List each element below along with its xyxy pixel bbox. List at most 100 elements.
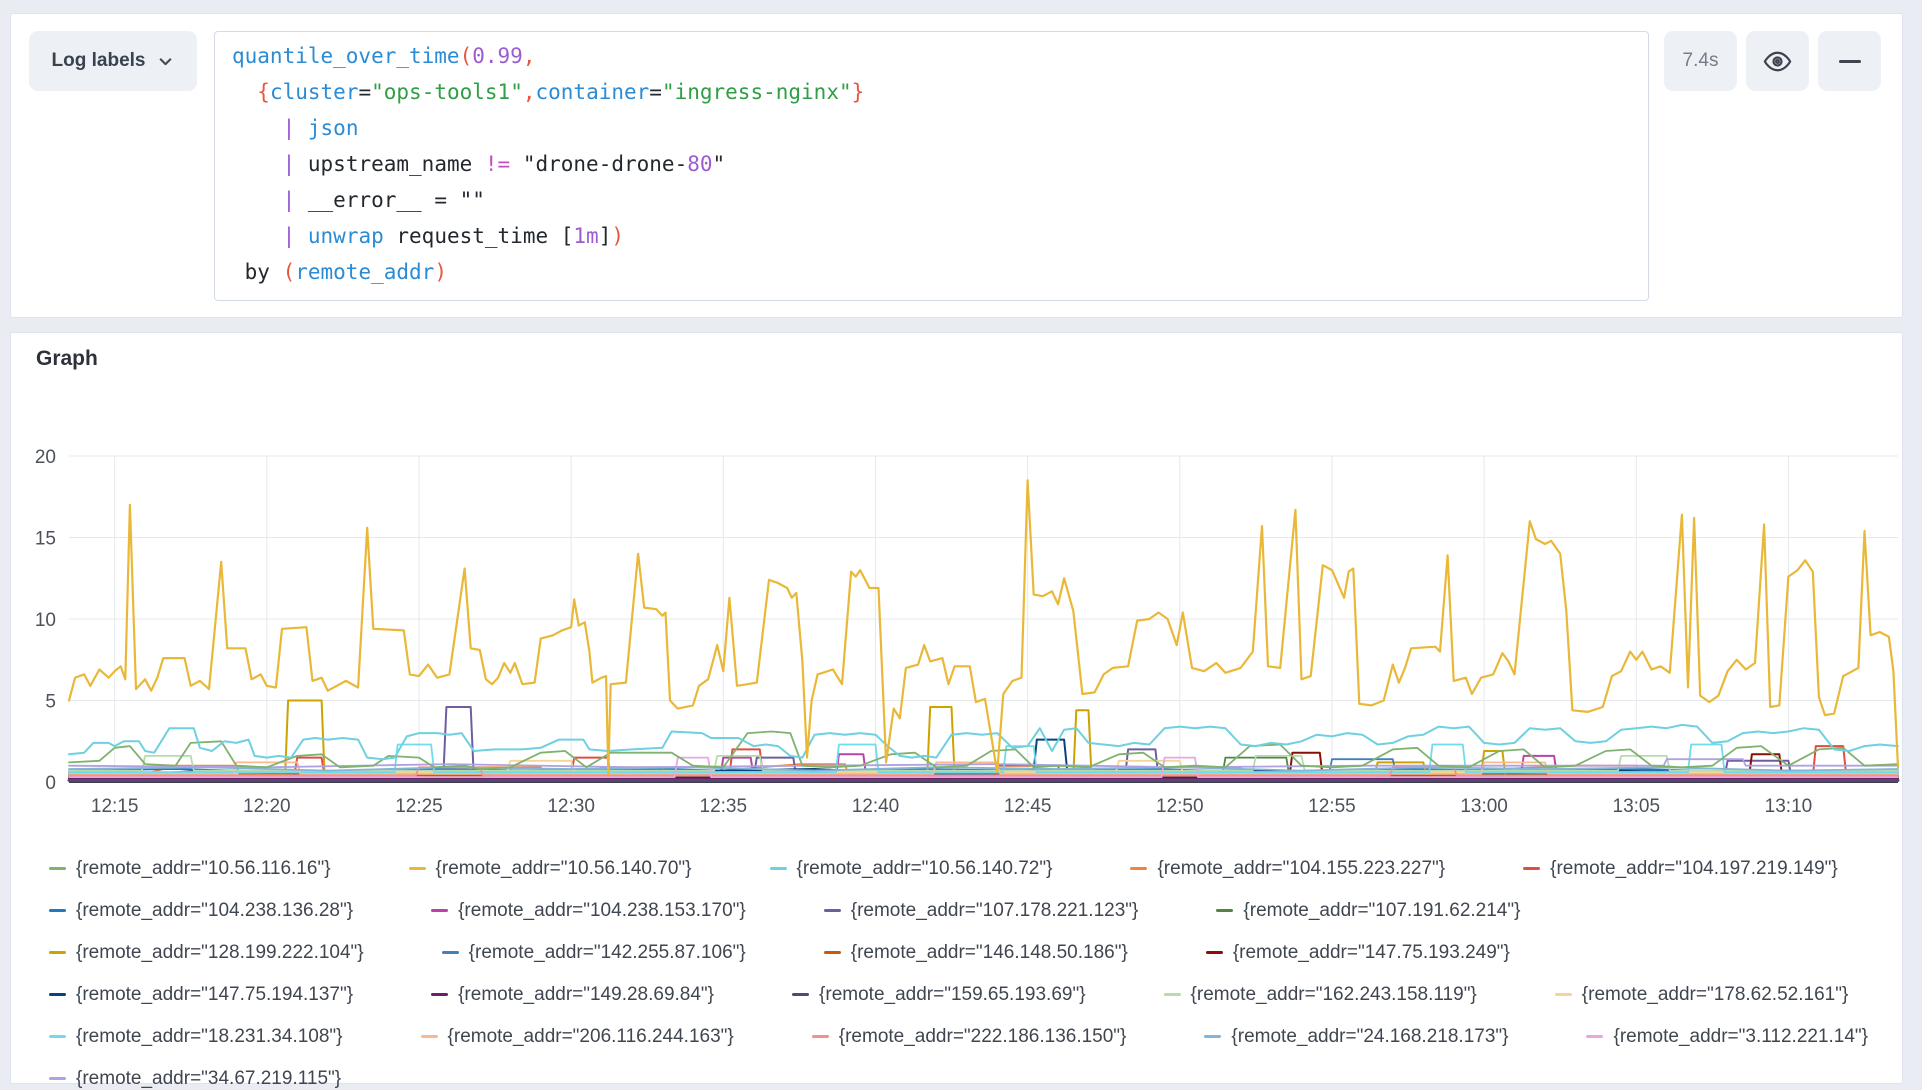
legend-series-label: {remote_addr="206.116.244.163"} (448, 1026, 734, 1048)
minus-icon (1839, 60, 1861, 63)
query-line: | json (232, 110, 1648, 146)
legend-item[interactable]: {remote_addr="18.231.34.108"} (49, 1025, 343, 1048)
y-axis-tick-label: 15 (35, 529, 56, 550)
legend-series-label: {remote_addr="146.148.50.186"} (851, 942, 1128, 964)
legend-series-marker (442, 951, 459, 954)
time-series-chart[interactable]: 0510152012:1512:2012:2512:3012:3512:4012… (13, 429, 1903, 829)
legend-series-marker (1130, 867, 1147, 870)
legend-series-label: {remote_addr="104.197.219.149"} (1550, 858, 1838, 880)
legend-series-label: {remote_addr="128.199.222.104"} (76, 942, 364, 964)
legend-item[interactable]: {remote_addr="149.28.69.84"} (431, 983, 714, 1006)
y-axis-tick-label: 5 (45, 692, 56, 713)
legend-series-marker (49, 1077, 66, 1080)
legend-item[interactable]: {remote_addr="159.65.193.69"} (792, 983, 1086, 1006)
legend-series-label: {remote_addr="162.243.158.119"} (1191, 984, 1477, 1006)
chart-legend: {remote_addr="10.56.116.16"} {remote_addr… (49, 857, 1879, 1090)
legend-series-label: {remote_addr="10.56.116.16"} (76, 858, 331, 880)
legend-item[interactable]: {remote_addr="128.199.222.104"} (49, 941, 364, 964)
legend-series-marker (1555, 993, 1572, 996)
legend-series-marker (49, 1035, 66, 1038)
legend-series-marker (1586, 1035, 1603, 1038)
chevron-down-icon (157, 53, 174, 70)
legend-series-label: {remote_addr="104.238.136.28"} (76, 900, 353, 922)
legend-series-label: {remote_addr="107.178.221.123"} (851, 900, 1139, 922)
legend-series-marker (1216, 909, 1233, 912)
legend-item[interactable]: {remote_addr="107.178.221.123"} (824, 899, 1139, 922)
y-axis-tick-label: 0 (45, 773, 56, 794)
query-line: | unwrap request_time [1m]) (232, 218, 1648, 254)
legend-series-label: {remote_addr="3.112.221.14"} (1613, 1026, 1868, 1048)
legend-item[interactable]: {remote_addr="146.148.50.186"} (824, 941, 1128, 964)
legend-series-marker (1204, 1035, 1221, 1038)
legend-item[interactable]: {remote_addr="107.191.62.214"} (1216, 899, 1520, 922)
legend-series-label: {remote_addr="178.62.52.161"} (1582, 984, 1849, 1006)
legend-item[interactable]: {remote_addr="104.238.153.170"} (431, 899, 746, 922)
x-axis-tick-label: 12:50 (1156, 796, 1204, 817)
legend-series-label: {remote_addr="104.155.223.227"} (1157, 858, 1445, 880)
legend-series-marker (1523, 867, 1540, 870)
legend-series-label: {remote_addr="222.186.136.150"} (839, 1026, 1127, 1048)
legend-item[interactable]: {remote_addr="104.197.219.149"} (1523, 857, 1838, 880)
legend-item[interactable]: {remote_addr="104.155.223.227"} (1130, 857, 1445, 880)
legend-series-marker (770, 867, 787, 870)
query-line: by (remote_addr) (232, 254, 1648, 290)
query-line: | __error__ = "" (232, 182, 1648, 218)
legend-item[interactable]: {remote_addr="104.238.136.28"} (49, 899, 353, 922)
legend-series-label: {remote_addr="149.28.69.84"} (458, 984, 714, 1006)
legend-series-marker (812, 1035, 829, 1038)
legend-series-label: {remote_addr="10.56.140.70"} (436, 858, 692, 880)
remove-query-button[interactable] (1818, 31, 1881, 91)
legend-series-label: {remote_addr="104.238.153.170"} (458, 900, 746, 922)
x-axis-tick-label: 12:35 (700, 796, 748, 817)
legend-series-marker (421, 1035, 438, 1038)
legend-item[interactable]: {remote_addr="142.255.87.106"} (442, 941, 746, 964)
legend-item[interactable]: {remote_addr="147.75.193.249"} (1206, 941, 1510, 964)
legend-series-marker (1164, 993, 1181, 996)
legend-item[interactable]: {remote_addr="222.186.136.150"} (812, 1025, 1127, 1048)
query-duration-badge: 7.4s (1664, 31, 1737, 91)
legend-item[interactable]: {remote_addr="3.112.221.14"} (1586, 1025, 1868, 1048)
legend-series-marker (49, 867, 66, 870)
series-line (69, 725, 1898, 759)
legend-series-label: {remote_addr="24.168.218.173"} (1231, 1026, 1508, 1048)
disable-query-button[interactable] (1746, 31, 1809, 91)
legend-item[interactable]: {remote_addr="162.243.158.119"} (1164, 983, 1477, 1006)
legend-series-marker (824, 909, 841, 912)
legend-series-label: {remote_addr="159.65.193.69"} (819, 984, 1086, 1006)
y-axis-tick-label: 10 (35, 610, 56, 631)
legend-series-marker (792, 993, 809, 996)
graph-panel: Graph 0510152012:1512:2012:2512:3012:351… (10, 332, 1903, 1084)
x-axis-tick-label: 12:55 (1308, 796, 1356, 817)
query-line: quantile_over_time(0.99, (232, 38, 1648, 74)
legend-series-marker (1206, 951, 1223, 954)
legend-item[interactable]: {remote_addr="24.168.218.173"} (1204, 1025, 1508, 1048)
legend-series-marker (431, 993, 448, 996)
x-axis-tick-label: 13:10 (1765, 796, 1813, 817)
legend-item[interactable]: {remote_addr="178.62.52.161"} (1555, 983, 1849, 1006)
legend-item[interactable]: {remote_addr="147.75.194.137"} (49, 983, 353, 1006)
legend-item[interactable]: {remote_addr="206.116.244.163"} (421, 1025, 734, 1048)
legend-series-marker (409, 867, 426, 870)
legend-series-marker (49, 909, 66, 912)
legend-series-marker (431, 909, 448, 912)
legend-series-label: {remote_addr="34.67.219.115"} (76, 1068, 341, 1090)
eye-icon (1762, 46, 1793, 77)
y-axis-tick-label: 20 (35, 447, 56, 468)
legend-series-marker (824, 951, 841, 954)
query-editor-input[interactable]: quantile_over_time(0.99, {cluster="ops-t… (214, 31, 1649, 301)
legend-series-marker (49, 951, 66, 954)
query-row-panel: Log labels quantile_over_time(0.99, {clu… (10, 13, 1903, 318)
legend-series-label: {remote_addr="18.231.34.108"} (76, 1026, 343, 1048)
legend-item[interactable]: {remote_addr="10.56.140.72"} (770, 857, 1053, 880)
legend-item[interactable]: {remote_addr="34.67.219.115"} (49, 1067, 341, 1090)
query-duration-label: 7.4s (1683, 50, 1719, 72)
query-line: | upstream_name != "drone-drone-80" (232, 146, 1648, 182)
x-axis-tick-label: 13:05 (1613, 796, 1661, 817)
legend-series-label: {remote_addr="10.56.140.72"} (797, 858, 1053, 880)
log-labels-button[interactable]: Log labels (29, 31, 197, 91)
legend-series-label: {remote_addr="147.75.194.137"} (76, 984, 353, 1006)
legend-item[interactable]: {remote_addr="10.56.140.70"} (409, 857, 692, 880)
legend-item[interactable]: {remote_addr="10.56.116.16"} (49, 857, 331, 880)
x-axis-tick-label: 12:25 (395, 796, 443, 817)
legend-series-marker (49, 993, 66, 996)
